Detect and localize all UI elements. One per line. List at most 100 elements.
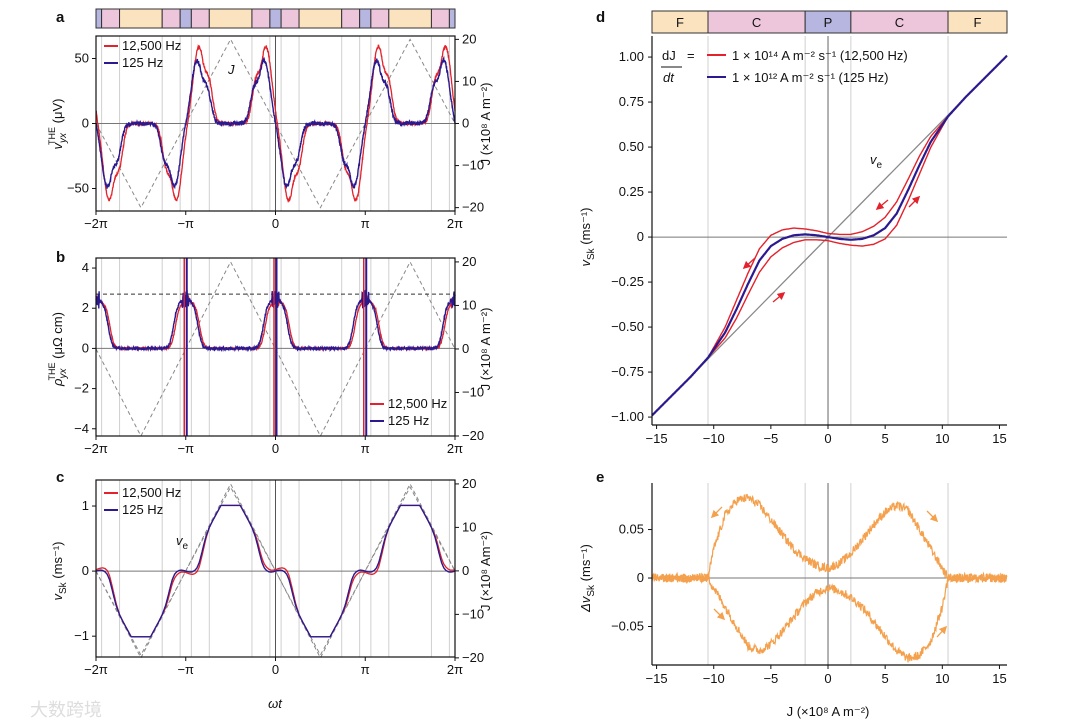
y-tick-label: −0.50: [611, 319, 644, 334]
y2-tick-label: −20: [462, 200, 484, 215]
sweep-arrow: [936, 625, 948, 638]
legend-dt: dt: [663, 70, 675, 85]
panel-e-plot: −15 −10 −5 0 5 10 15 0.05 0 −0.05: [611, 483, 1008, 686]
x-tick-label: −5: [763, 671, 778, 686]
y-tick-label: 0.75: [619, 94, 644, 109]
phase-segment-F: [947, 10, 1008, 34]
y2label-b: J (×10⁸ A m⁻²): [478, 308, 493, 391]
sweep-arrow: [710, 506, 723, 519]
y-tick-label: 0: [82, 340, 89, 355]
y-tick-label: 0: [82, 116, 89, 131]
y2-tick-label: 20: [462, 254, 476, 269]
x-tick-label: 2π: [447, 441, 463, 456]
x-tick-label: −2π: [84, 441, 108, 456]
series-12500Hz: [95, 44, 456, 204]
y-tick-label: 0: [637, 570, 644, 585]
ylabel-c: vSk (ms⁻¹): [50, 542, 69, 601]
x-tick-label: −10: [703, 431, 725, 446]
y2-tick-label: −10: [462, 606, 484, 621]
phase-label: P: [824, 15, 833, 30]
delta-vSk-lower-branch: [651, 571, 1008, 663]
x-tick-label: −2π: [84, 662, 108, 677]
ylabel-e: ΔvSk (ms⁻¹): [578, 544, 597, 613]
series-125Hz: [651, 55, 1008, 417]
phase-segment-F: [298, 8, 343, 29]
y2-tick-label: −10: [462, 384, 484, 399]
y-tick-label: 0.05: [619, 522, 644, 537]
x-tick-label: π: [361, 216, 370, 231]
phase-segment-F: [208, 8, 253, 29]
y2-tick-label: −20: [462, 650, 484, 665]
y2-tick-label: 10: [462, 73, 476, 88]
phase-segment-C: [251, 8, 271, 29]
panel-label-d: d: [596, 9, 605, 26]
x-tick-label: −π: [177, 662, 194, 677]
series-125Hz: [95, 504, 456, 638]
legend-label: 12,500 Hz: [388, 396, 447, 411]
x-tick-label: −2π: [84, 216, 108, 231]
y2-tick-label: 0: [462, 341, 469, 356]
y-tick-label: 1: [82, 498, 89, 513]
legend-c: 12,500 Hz 125 Hz: [104, 485, 181, 517]
phase-label: F: [676, 15, 684, 30]
x-tick-label: 5: [882, 431, 889, 446]
legend-d: dJ dt = 1 × 10¹⁴ A m⁻² s⁻¹ (12,500 Hz) 1…: [661, 48, 908, 85]
x-tick-label: 0: [272, 216, 279, 231]
phase-segment-C: [370, 8, 390, 29]
x-tick-label: −π: [177, 441, 194, 456]
y2label-a: J (×10⁸ A m⁻²): [478, 83, 493, 166]
legend-dJ: dJ: [662, 48, 676, 63]
y-tick-label: −1.00: [611, 409, 644, 424]
annotation-ve-d: ve: [870, 152, 883, 171]
y2-tick-label: −20: [462, 428, 484, 443]
y-tick-label: 2: [82, 300, 89, 315]
y-tick-label: 0: [82, 563, 89, 578]
x-tick-label: 5: [882, 671, 889, 686]
x-tick-label: −π: [177, 216, 194, 231]
y-tick-label: 50: [75, 50, 89, 65]
y-tick-label: 0: [637, 229, 644, 244]
legend-a: 12,500 Hz 125 Hz: [104, 38, 181, 70]
x-tick-label: 0: [272, 441, 279, 456]
y2-tick-label: −10: [462, 158, 484, 173]
y2-tick-label: 10: [462, 297, 476, 312]
phase-segment-P: [448, 8, 456, 29]
phase-segment-C: [161, 8, 181, 29]
x-tick-label: −15: [646, 431, 668, 446]
y-tick-label: 4: [82, 260, 89, 275]
x-tick-label: −5: [763, 431, 778, 446]
legend-label: 12,500 Hz: [122, 485, 181, 500]
y-tick-label: −50: [67, 181, 89, 196]
x-tick-label: 15: [992, 671, 1006, 686]
phase-segment-C: [280, 8, 300, 29]
sweep-arrow: [713, 608, 726, 621]
x-tick-label: 2π: [447, 216, 463, 231]
xlabel-e: J (×10⁸ A m⁻²): [787, 704, 870, 719]
y-tick-label: −2: [74, 381, 89, 396]
y-tick-label: −0.05: [611, 619, 644, 634]
sweep-arrow: [772, 292, 786, 303]
legend-b: 12,500 Hz 125 Hz: [370, 396, 447, 428]
x-tick-label: π: [361, 662, 370, 677]
y-tick-label: −1: [74, 628, 89, 643]
phase-label: F: [974, 15, 982, 30]
y-tick-label: −4: [74, 421, 89, 436]
phase-segment-C: [190, 8, 210, 29]
y2-tick-label: 20: [462, 31, 476, 46]
panel-d-plot: F C P C F −15 −10 −5 0 5 10 15 1.00 0.75 0.50 0.25 0 −0.2…: [611, 10, 1008, 446]
x-tick-label: 0: [272, 662, 279, 677]
phase-segment-C: [101, 8, 121, 29]
y2-tick-label: 0: [462, 116, 469, 131]
J-waveform-dashed: [95, 260, 456, 438]
legend-eq: =: [687, 48, 695, 63]
x-tick-label: 0: [824, 431, 831, 446]
y-tick-label: −0.75: [611, 364, 644, 379]
annotation-J: J: [227, 62, 235, 77]
phase-segment-P: [269, 8, 282, 29]
phase-label: C: [752, 15, 761, 30]
sweep-arrow: [908, 195, 921, 208]
phase-segment-P: [95, 8, 103, 29]
y-tick-label: 0.50: [619, 139, 644, 154]
